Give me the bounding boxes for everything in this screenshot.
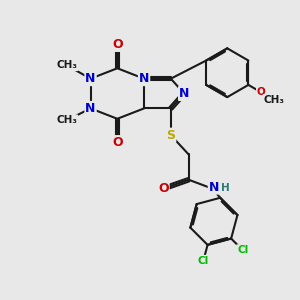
Text: CH₃: CH₃ (56, 115, 77, 125)
Text: S: S (166, 129, 175, 142)
Text: O: O (158, 182, 169, 195)
Text: O: O (112, 38, 123, 51)
Text: N: N (85, 72, 96, 85)
Text: N: N (179, 87, 189, 100)
Text: CH₃: CH₃ (56, 60, 77, 70)
Text: H: H (221, 183, 230, 193)
Text: N: N (139, 72, 149, 85)
Text: CH₃: CH₃ (264, 95, 285, 105)
Text: O: O (257, 87, 266, 97)
Text: O: O (112, 136, 123, 149)
Text: Cl: Cl (198, 256, 209, 266)
Text: Cl: Cl (237, 245, 248, 255)
Text: N: N (209, 181, 219, 194)
Text: N: N (85, 102, 96, 115)
